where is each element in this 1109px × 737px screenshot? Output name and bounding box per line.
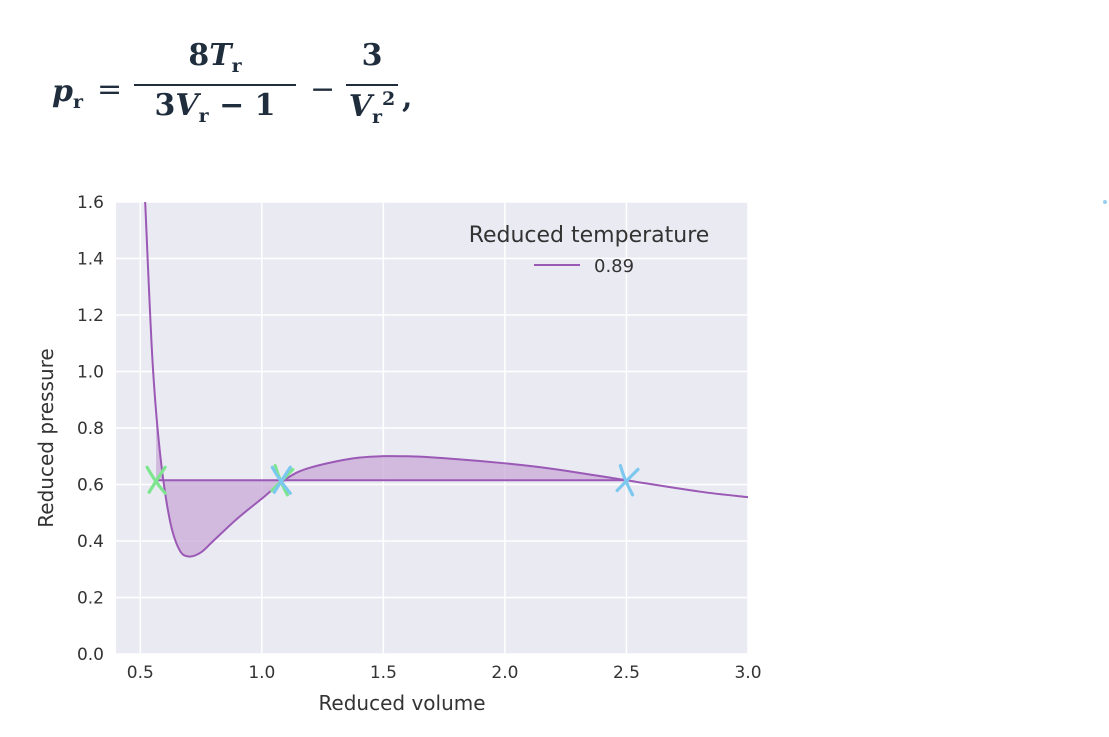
minus-sign: − — [310, 72, 336, 107]
y-tick-label: 0.8 — [77, 419, 104, 439]
y-tick-label: 1.0 — [77, 363, 104, 383]
equation-comma: , — [402, 80, 413, 115]
fraction-1-bar — [134, 84, 296, 86]
x-tick-label: 2.5 — [613, 663, 640, 683]
y-tick-label: 0.0 — [77, 645, 104, 665]
stray-dot — [1103, 200, 1107, 204]
fraction-1-denominator: 3Vr − 1 — [154, 88, 276, 127]
y-tick-label: 0.2 — [77, 589, 104, 609]
x-axis-label: Reduced volume — [318, 691, 485, 715]
marker-x — [145, 465, 167, 495]
fraction-2-numerator: 3 — [361, 38, 383, 73]
x-tick-label: 2.0 — [491, 663, 518, 683]
y-tick-label: 1.4 — [77, 250, 104, 270]
equals-sign: = — [97, 72, 123, 107]
maxwell-area — [156, 412, 627, 557]
marker-x — [270, 465, 292, 495]
x-tick-label: 0.5 — [127, 663, 154, 683]
vdw-equation: pr = 8Tr 3Vr − 1 − 3 Vr2 , — [52, 38, 412, 128]
y-tick-label: 1.2 — [77, 306, 104, 326]
marker-x-stroke — [615, 464, 640, 497]
x-tick-label: 3.0 — [734, 663, 761, 683]
marker-x-stroke — [270, 465, 292, 495]
equation-lhs: pr — [52, 74, 83, 113]
fraction-1-numerator: 8Tr — [188, 38, 242, 77]
x-tick-label: 1.0 — [248, 663, 275, 683]
legend-entry: 0.89 — [594, 256, 634, 277]
isotherm-chart: 0.5 1.0 1.5 2.0 2.5 3.0 0.0 0.2 0.4 0.6 0.8 1.0 1.2 1… — [34, 193, 762, 715]
fraction-2-denominator: Vr2 — [348, 88, 396, 128]
y-tick-label: 0.6 — [77, 476, 104, 496]
marker-x-stroke — [145, 465, 167, 495]
y-tick-label: 0.4 — [77, 532, 104, 552]
x-tick-label: 1.5 — [370, 663, 397, 683]
fraction-2-bar — [346, 84, 398, 86]
y-tick-label: 1.6 — [77, 193, 104, 213]
marker-x — [615, 464, 640, 497]
y-axis-label: Reduced pressure — [34, 348, 58, 527]
legend-title: Reduced temperature — [469, 223, 710, 248]
